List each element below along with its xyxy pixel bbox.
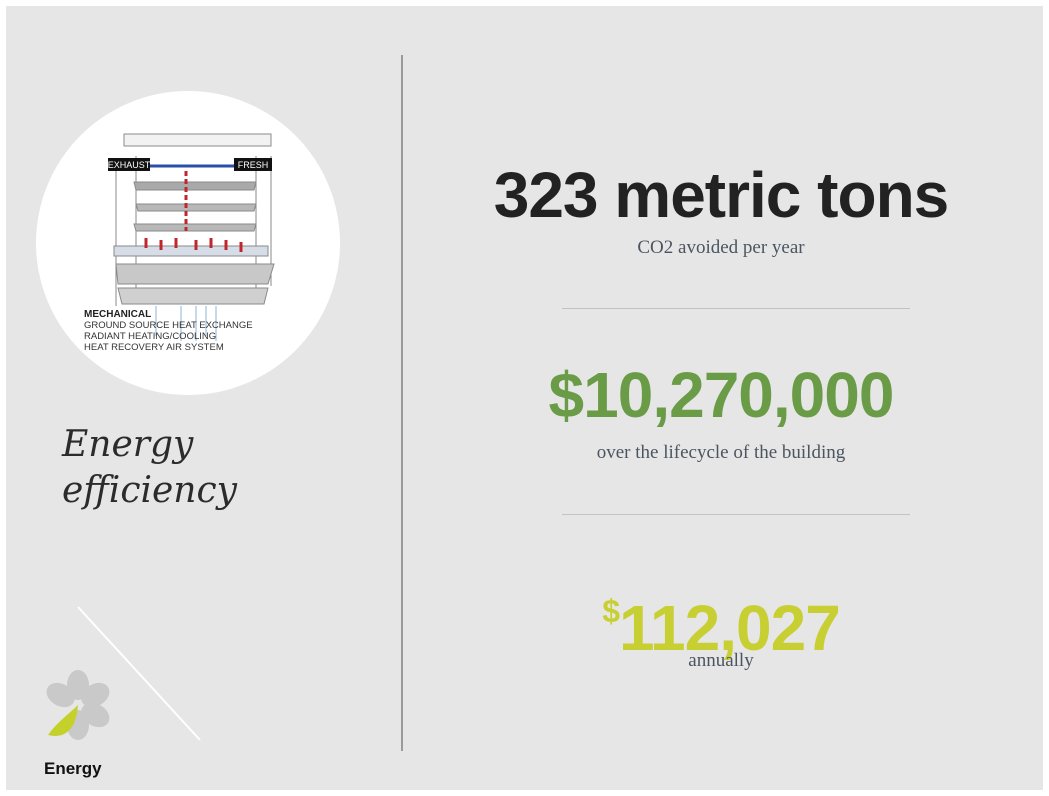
stat-row: $112,027 <box>406 576 1036 663</box>
section-title: Energy <box>62 424 194 465</box>
diagram-line: RADIANT HEATING/COOLING <box>84 331 216 342</box>
section-title: efficiency <box>62 470 237 511</box>
stat-value: 323 metric tons <box>493 159 950 231</box>
logo-flower <box>46 670 110 740</box>
separator <box>562 308 910 309</box>
stat-value: 112,027 <box>618 592 841 664</box>
stat-caption: annually <box>688 650 754 671</box>
currency-sign: $ <box>602 593 620 629</box>
fresh-label: FRESH <box>238 160 269 170</box>
exhaust-label: EXHAUST <box>108 160 151 170</box>
stat-value: $10,270,000 <box>548 359 895 431</box>
fresh-tag <box>234 158 272 171</box>
building-drawing <box>113 133 275 341</box>
diagram-heading: MECHANICAL <box>84 309 151 320</box>
diagonal-line <box>77 606 201 741</box>
diagram-line: GROUND SOURCE HEAT EXCHANGE <box>84 320 253 331</box>
exhaust-tag <box>108 158 150 171</box>
logo-label: Energy <box>44 759 102 778</box>
stat-caption: CO2 avoided per year <box>637 237 805 258</box>
graphics: EXHAUST FRESH MECHANICAL GROUND SOURCE H… <box>36 55 403 778</box>
slide: EXHAUST FRESH MECHANICAL GROUND SOURCE H… <box>6 6 1043 790</box>
diagram-line: HEAT RECOVERY AIR SYSTEM <box>84 342 224 353</box>
stat-caption: over the lifecycle of the building <box>596 442 846 463</box>
separator <box>562 514 910 515</box>
